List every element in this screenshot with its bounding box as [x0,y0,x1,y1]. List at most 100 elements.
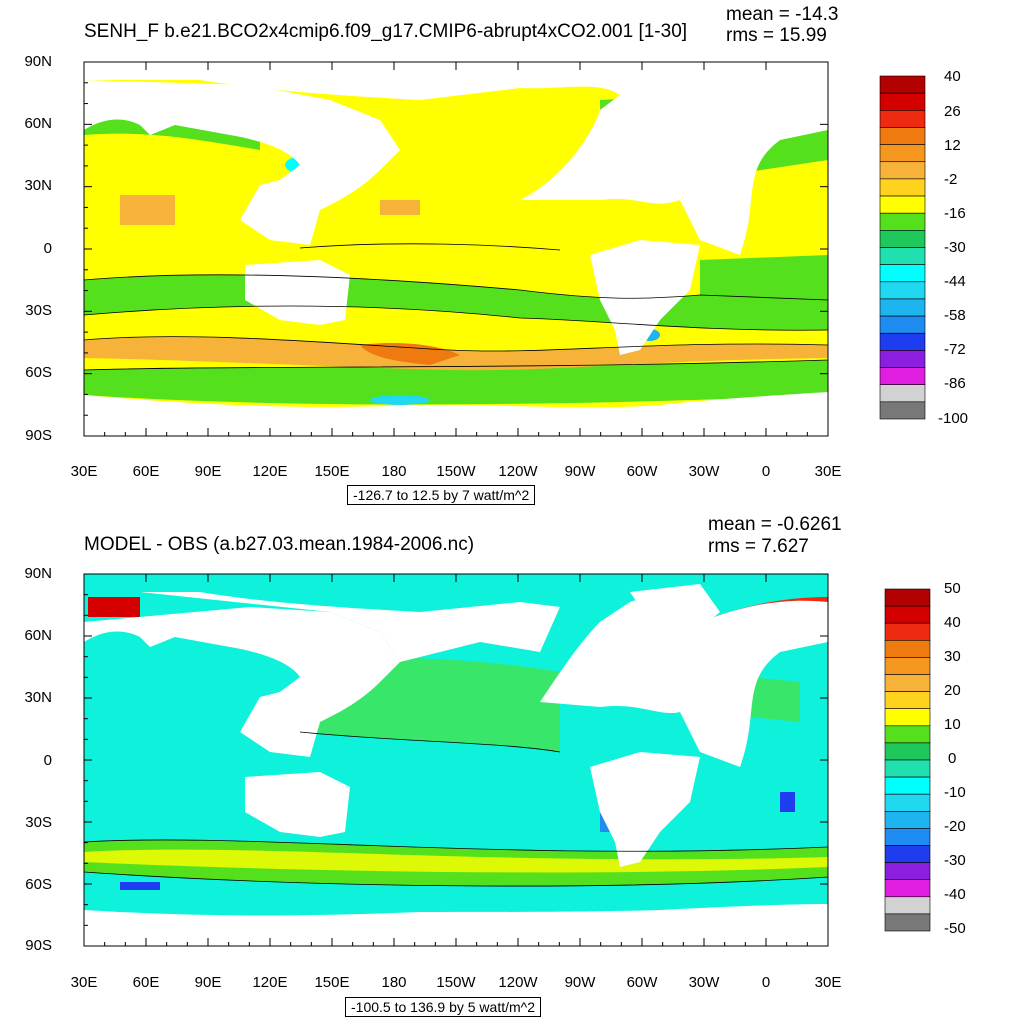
colorbar-label: 12 [944,137,961,154]
colorbar-swatch [884,725,931,744]
colorbar-bottom [884,588,931,932]
lon-label: 30E [70,463,98,480]
colorbar-swatch [879,195,926,214]
mean-value: mean = -14.3 [726,4,839,25]
colorbar-label: 26 [944,103,961,120]
colorbar-swatch [884,810,931,829]
lat-label: 0 [43,240,52,257]
colorbar-swatch [884,776,931,795]
colorbar-swatch [884,845,931,863]
colorbar-label: 40 [944,68,961,85]
map-frame-top [83,61,829,437]
colorbar-swatch [884,828,931,846]
lat-label: 60S [25,364,52,381]
lon-label: 60E [132,463,160,480]
lat-label: 90S [25,427,52,444]
colorbar-swatch [884,640,931,658]
colorbar-label: -50 [944,920,966,937]
colorbar-swatch [884,708,931,727]
map-svg-top [83,61,926,437]
colorbar-swatch [879,401,926,420]
colorbar-swatch [879,332,926,351]
colorbar-swatch [879,247,926,265]
colorbar-swatch [884,913,931,932]
contour-range-box: -126.7 to 12.5 by 7 watt/m^2 [347,485,536,505]
lon-label: 60E [132,974,160,991]
lon-label: 30W [688,974,720,991]
colorbar-label: -58 [944,307,966,324]
colorbar-swatch [879,178,926,197]
colorbar-swatch [884,742,931,761]
colorbar-swatch [879,264,926,283]
lon-label: 90E [194,974,222,991]
lon-label: 60W [626,463,658,480]
colorbar-swatch [879,315,926,334]
rms-value: rms = 7.627 [708,536,809,557]
mean-value: mean = -0.6261 [708,514,842,535]
colorbar-swatch [879,127,926,145]
lat-label: 60N [24,627,52,644]
colorbar-swatch [884,759,931,778]
colorbar-swatch [879,384,926,403]
colorbar-label: -30 [944,239,966,256]
lon-label: 30W [688,463,720,480]
lon-label: 150W [436,974,476,991]
colorbar-swatch [879,230,926,248]
map-svg-bottom [83,573,931,947]
colorbar-swatch [879,75,926,94]
colorbar-swatch [879,161,926,180]
colorbar-swatch [879,110,926,128]
lon-label: 150W [436,463,476,480]
colorbar-swatch [884,896,931,915]
map-field-top [83,62,829,412]
colorbar-label: -10 [944,784,966,801]
colorbar-label: -20 [944,818,966,835]
map-frame-bottom [83,573,829,947]
lon-label: 0 [761,463,771,480]
colorbar-label: -44 [944,273,966,290]
lon-label: 60W [626,974,658,991]
colorbar-label: -30 [944,852,966,869]
lat-label: 30S [25,814,52,831]
colorbar-swatch [884,657,931,675]
lon-label: 120W [498,974,538,991]
lat-label: 90N [24,53,52,70]
colorbar-label: 50 [944,580,961,597]
lat-label: 90S [25,937,52,954]
colorbar-swatch [879,212,926,231]
colorbar-swatch [884,588,931,607]
lon-label: 120E [252,974,288,991]
lat-label: 30S [25,302,52,319]
plot-title: SENH_F b.e21.BCO2x4cmip6.f09_g17.CMIP6-a… [84,21,688,42]
colorbar-swatch [884,862,931,881]
plot-title: MODEL - OBS (a.b27.03.mean.1984-2006.nc) [84,534,475,555]
colorbar-label: -16 [944,205,966,222]
colorbar-swatch [879,350,926,368]
colorbar-swatch [879,92,926,111]
lat-label: 30N [24,177,52,194]
contour-range-box: -100.5 to 136.9 by 5 watt/m^2 [345,997,542,1017]
lat-label: 60N [24,115,52,132]
colorbar-label: 20 [944,682,961,699]
panel-top: SENH_F b.e21.BCO2x4cmip6.f09_g17.CMIP6-a… [24,4,969,505]
colorbar-swatch [884,691,931,710]
lon-label: 180 [381,974,407,991]
colorbar-swatch [879,298,926,317]
colorbar-swatch [879,144,926,163]
lat-label: 90N [24,565,52,582]
colorbar-label: -72 [944,341,966,358]
lon-label: 180 [381,463,407,480]
lon-label: 90W [564,974,596,991]
colorbar-swatch [884,605,931,624]
lon-label: 90E [194,463,222,480]
colorbar-swatch [884,674,931,692]
lat-label: 30N [24,689,52,706]
lat-label: 0 [43,752,52,769]
rms-value: rms = 15.99 [726,25,827,46]
colorbar-label: -2 [944,171,958,188]
colorbar-label: -100 [938,410,969,427]
lon-label: 150E [314,463,350,480]
colorbar-label: -40 [944,886,966,903]
lon-label: 150E [314,974,350,991]
map-field-bottom [83,574,829,944]
